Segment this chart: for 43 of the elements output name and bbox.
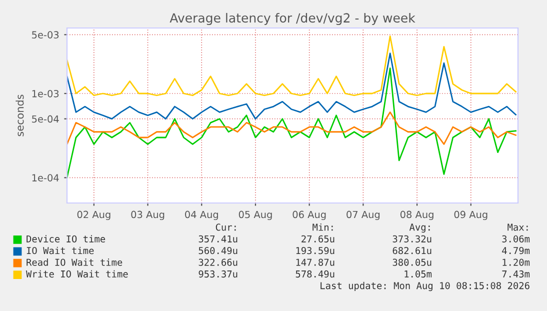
text: 380.05u <box>392 258 432 266</box>
x-tick-label: 03 Aug <box>131 210 164 220</box>
text: 953.37u <box>198 270 238 278</box>
text: 147.87u <box>296 258 334 266</box>
x-tick-label: 04 Aug <box>185 210 218 220</box>
text: 357.41u <box>198 235 238 242</box>
text: Min: <box>312 223 333 231</box>
text: Max: <box>508 224 528 231</box>
legend-label: Device IO time <box>26 235 106 242</box>
legend-label: Write IO Wait time <box>26 270 128 278</box>
text: Last update: Mon Aug 10 08:15:08 2026 <box>320 282 530 292</box>
y-tick-label: 1e-04 <box>32 174 59 182</box>
text: 560.49u <box>198 247 238 254</box>
line-series <box>67 111 516 145</box>
x-tick-label: 07 Aug <box>346 210 380 220</box>
x-tick-label: 05 Aug <box>238 210 272 220</box>
text: 578.49u <box>296 270 334 278</box>
text: 3.06m <box>502 235 530 242</box>
y-axis-title: seconds <box>16 94 24 136</box>
x-tick-label: 06 Aug <box>292 210 326 220</box>
x-tick-label: 02 Aug <box>77 210 110 220</box>
text: 373.32u <box>392 235 432 242</box>
y-tick-label: 1e-03 <box>32 90 59 98</box>
text: 4.79m <box>502 247 530 254</box>
text: 27.65u <box>302 235 334 242</box>
text: 322.66u <box>198 258 238 266</box>
text: 682.61u <box>392 247 432 254</box>
legend-label: Read IO Wait time <box>26 258 122 266</box>
text: 7.43m <box>502 270 530 278</box>
chart-title: Average latency for /dev/vg2 - by week <box>170 12 416 26</box>
text: Avg: <box>409 224 430 233</box>
y-tick-label: 5e-03 <box>32 31 59 38</box>
x-tick-label: 09 Aug <box>454 210 488 220</box>
legend-label: IO Wait time <box>26 246 94 254</box>
text: Cur: <box>216 224 236 231</box>
y-tick-label: 5e-04 <box>32 115 59 123</box>
line-series <box>67 67 516 178</box>
text: 1.20m <box>502 258 530 266</box>
line-series <box>67 52 516 120</box>
text: 1.05m <box>404 270 432 278</box>
x-tick-label: 08 Aug <box>400 210 434 220</box>
text: 193.59u <box>296 247 334 254</box>
line-series <box>67 35 516 96</box>
